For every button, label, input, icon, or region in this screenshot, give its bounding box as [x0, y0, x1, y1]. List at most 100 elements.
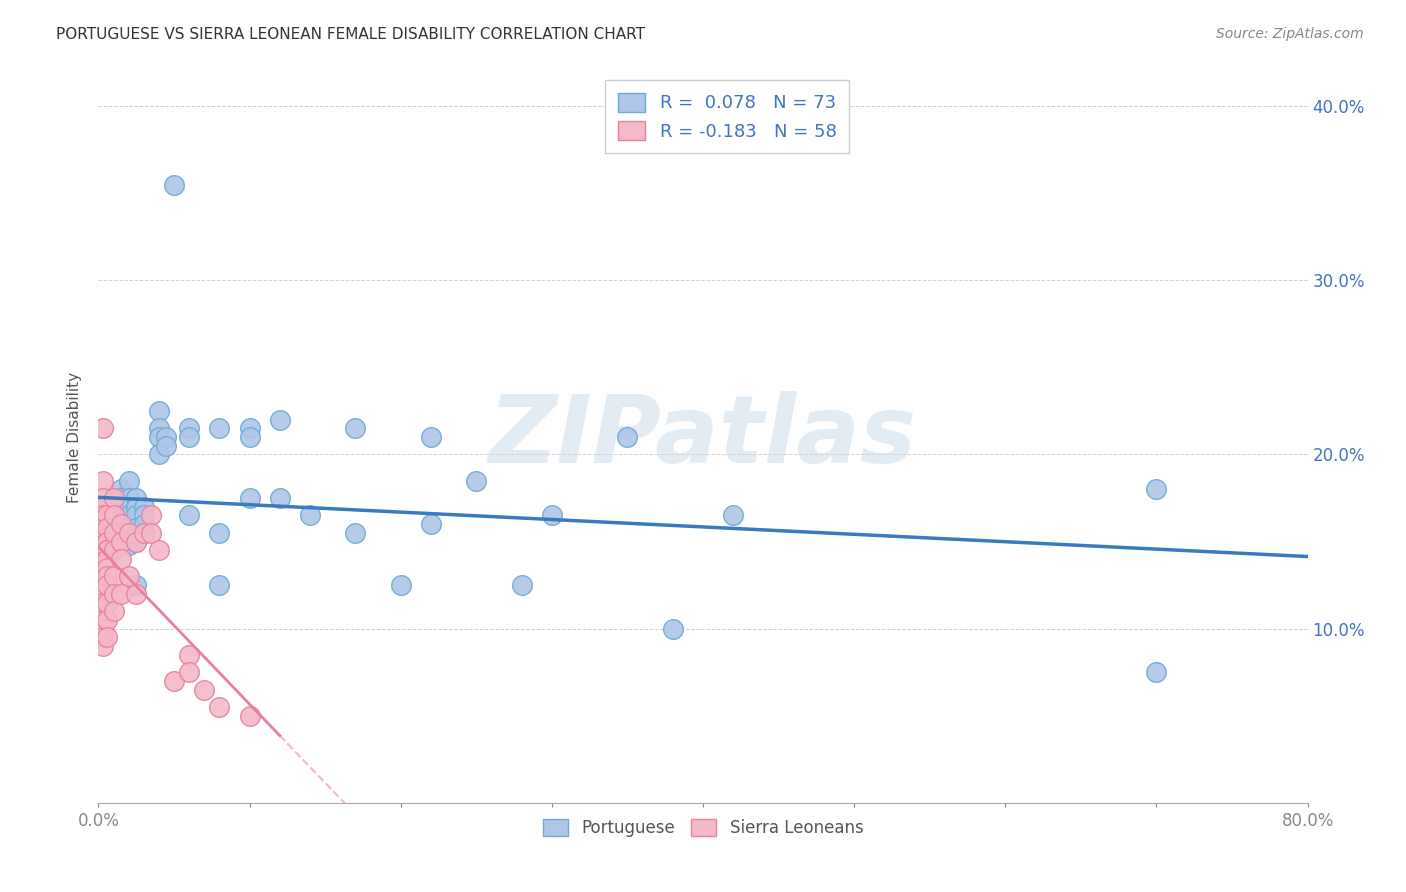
Point — [118, 569, 141, 583]
Point — [91, 491, 114, 505]
Point — [118, 525, 141, 540]
Point — [103, 604, 125, 618]
Point — [125, 491, 148, 505]
Point — [110, 534, 132, 549]
Point — [96, 569, 118, 583]
Point — [510, 578, 533, 592]
Point — [91, 531, 114, 545]
Text: Source: ZipAtlas.com: Source: ZipAtlas.com — [1216, 27, 1364, 41]
Point — [179, 421, 201, 435]
Point — [420, 517, 443, 532]
Point — [661, 622, 683, 636]
Point — [100, 534, 122, 549]
Point — [96, 543, 118, 558]
Point — [103, 543, 125, 558]
Point — [163, 178, 186, 192]
Point — [148, 448, 170, 462]
Point — [389, 578, 412, 592]
Point — [94, 525, 117, 540]
Point — [100, 538, 122, 552]
Point — [110, 552, 132, 566]
Point — [110, 525, 132, 540]
Point — [110, 587, 132, 601]
Point — [179, 648, 201, 662]
Text: ZIPatlas: ZIPatlas — [489, 391, 917, 483]
Point — [91, 578, 114, 592]
Point — [148, 421, 170, 435]
Point — [141, 508, 163, 523]
Point — [118, 508, 141, 523]
Point — [125, 578, 148, 592]
Point — [110, 508, 132, 523]
Point — [100, 525, 122, 540]
Point — [148, 543, 170, 558]
Point — [193, 682, 215, 697]
Point — [239, 708, 262, 723]
Point — [103, 525, 125, 540]
Point — [208, 700, 231, 714]
Point — [125, 534, 148, 549]
Point — [540, 508, 562, 523]
Y-axis label: Female Disability: Female Disability — [67, 371, 83, 503]
Point — [269, 412, 291, 426]
Point — [96, 521, 118, 535]
Point — [1144, 665, 1167, 680]
Point — [118, 474, 141, 488]
Point — [103, 517, 125, 532]
Point — [103, 569, 125, 583]
Point — [118, 500, 141, 514]
Point — [132, 525, 155, 540]
Point — [208, 421, 231, 435]
Point — [91, 421, 114, 435]
Point — [110, 517, 132, 532]
Point — [103, 534, 125, 549]
Point — [103, 514, 125, 528]
Point — [179, 665, 201, 680]
Point — [269, 491, 291, 505]
Point — [103, 525, 125, 540]
Point — [132, 508, 155, 523]
Point — [132, 517, 155, 532]
Point — [103, 521, 125, 535]
Point — [91, 552, 114, 566]
Point — [91, 560, 114, 574]
Point — [110, 517, 132, 532]
Point — [91, 604, 114, 618]
Point — [155, 430, 177, 444]
Point — [239, 421, 262, 435]
Point — [96, 560, 118, 574]
Point — [103, 508, 125, 523]
Point — [179, 508, 201, 523]
Point — [723, 508, 745, 523]
Point — [344, 525, 367, 540]
Point — [91, 613, 114, 627]
Point — [125, 508, 148, 523]
Point — [91, 622, 114, 636]
Point — [208, 578, 231, 592]
Point — [118, 491, 141, 505]
Point — [344, 421, 367, 435]
Point — [91, 595, 114, 609]
Point — [96, 508, 118, 523]
Point — [239, 430, 262, 444]
Point — [91, 543, 114, 558]
Point — [110, 500, 132, 514]
Point — [96, 578, 118, 592]
Point — [110, 491, 132, 505]
Point — [179, 430, 201, 444]
Point — [96, 595, 118, 609]
Point — [299, 508, 322, 523]
Text: PORTUGUESE VS SIERRA LEONEAN FEMALE DISABILITY CORRELATION CHART: PORTUGUESE VS SIERRA LEONEAN FEMALE DISA… — [56, 27, 645, 42]
Point — [91, 587, 114, 601]
Point — [96, 534, 118, 549]
Legend: Portuguese, Sierra Leoneans: Portuguese, Sierra Leoneans — [534, 811, 872, 846]
Point — [91, 474, 114, 488]
Point — [125, 587, 148, 601]
Point — [110, 483, 132, 497]
Point — [125, 500, 148, 514]
Point — [163, 673, 186, 688]
Point — [91, 521, 114, 535]
Point — [91, 525, 114, 540]
Point — [91, 508, 114, 523]
Point — [103, 538, 125, 552]
